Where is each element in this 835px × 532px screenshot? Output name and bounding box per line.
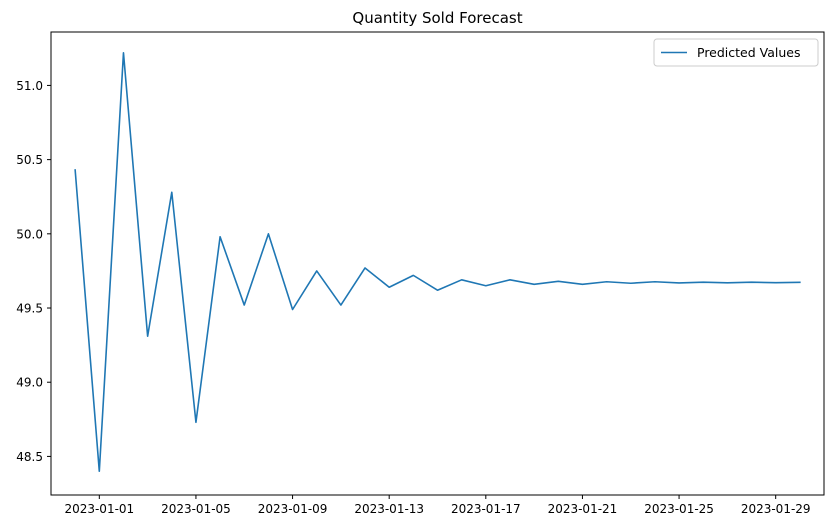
axes-frame — [50, 31, 825, 496]
y-tick-label: 49.0 — [16, 376, 43, 390]
y-tick-label: 48.5 — [16, 450, 43, 464]
x-tick-label: 2023-01-13 — [354, 502, 424, 516]
x-tick-label: 2023-01-05 — [161, 502, 231, 516]
legend-box — [653, 38, 819, 67]
x-tick-label: 2023-01-25 — [644, 502, 714, 516]
x-tick-label: 2023-01-09 — [258, 502, 328, 516]
y-tick-label: 50.0 — [16, 227, 43, 241]
y-tick-label: 50.5 — [16, 153, 43, 167]
axes: 48.5 49.0 49.5 50.0 50.5 51.0 2023-01-01 2023-0… — [16, 31, 825, 516]
x-tick-label: 2023-01-17 — [451, 502, 521, 516]
chart-title: Quantity Sold Forecast — [352, 9, 522, 27]
x-tick-label: 2023-01-29 — [741, 502, 811, 516]
y-tick-label: 51.0 — [16, 79, 43, 93]
x-tick-label: 2023-01-21 — [548, 502, 618, 516]
plot-area — [74, 51, 801, 473]
legend: Predicted Values — [653, 38, 819, 67]
legend-label: Predicted Values — [697, 45, 801, 60]
y-tick-label: 49.5 — [16, 302, 43, 316]
series-line-0 — [74, 51, 801, 473]
x-tick-label: 2023-01-01 — [64, 502, 134, 516]
